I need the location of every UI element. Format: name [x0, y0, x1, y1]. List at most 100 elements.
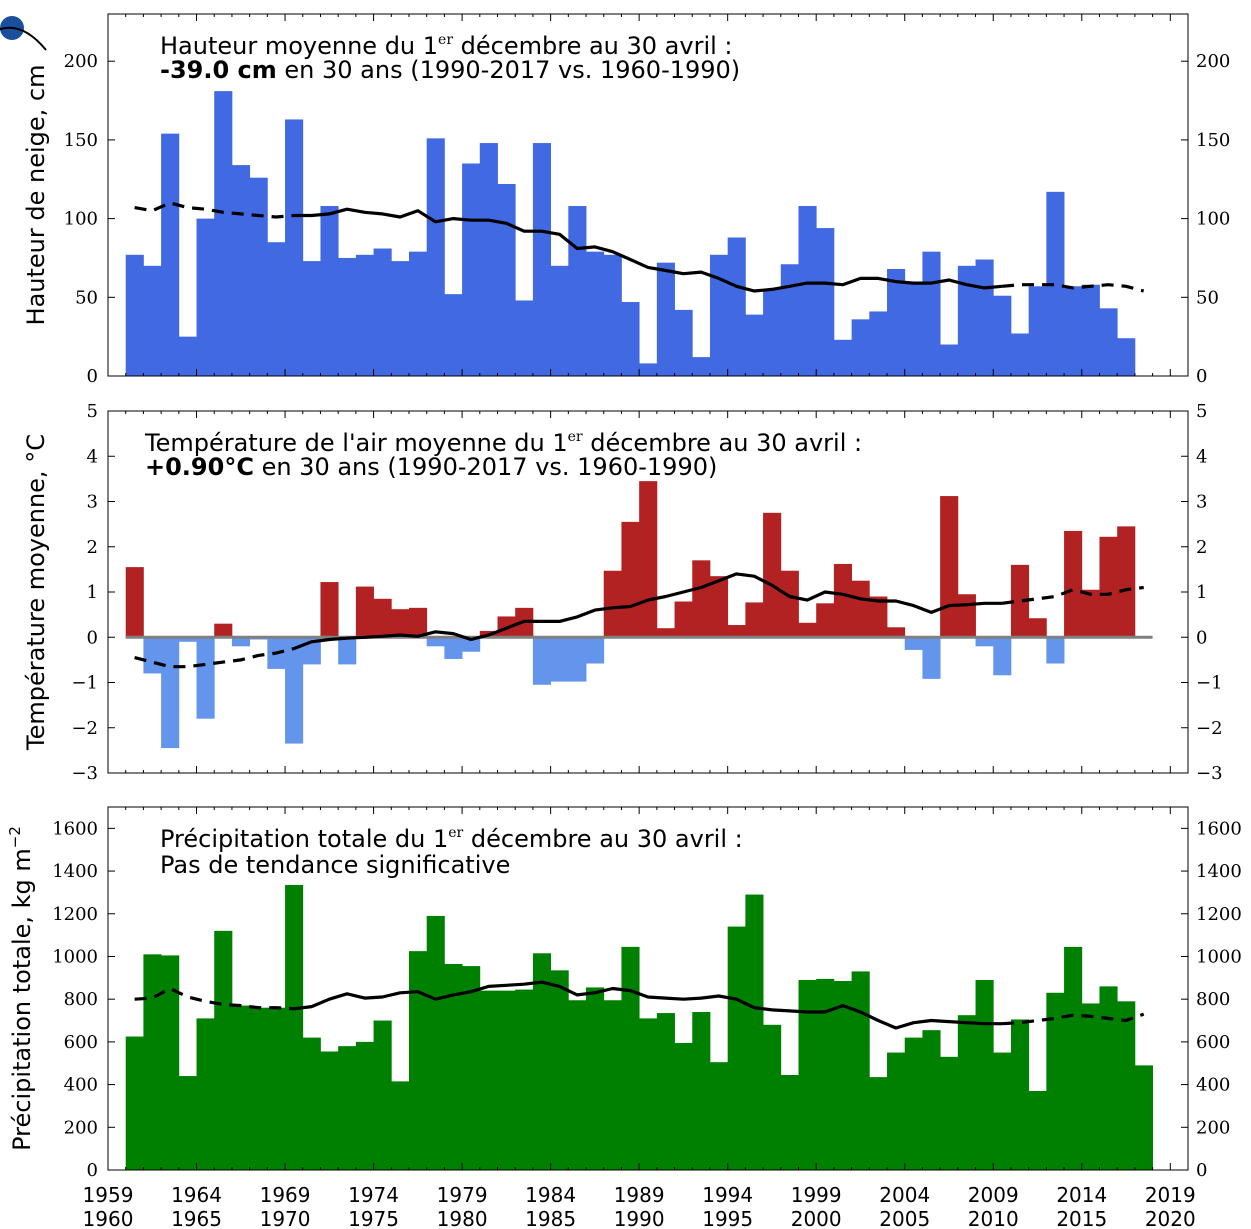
bar — [355, 1041, 374, 1170]
bar — [745, 602, 764, 638]
bar — [1081, 284, 1100, 376]
x-tick-label-top: 2019 — [1145, 1183, 1196, 1207]
bar — [320, 1051, 339, 1170]
bar — [816, 603, 835, 638]
y-tick-label: 150 — [64, 130, 98, 151]
y-tick-label: 0 — [87, 627, 98, 648]
bar — [780, 264, 799, 376]
y-axis-label-sup: −2 — [6, 826, 24, 848]
logo-icon — [0, 16, 47, 51]
bar — [550, 970, 569, 1170]
bar — [1064, 286, 1083, 376]
bar — [1046, 191, 1065, 376]
bar — [479, 990, 498, 1170]
bar — [639, 363, 658, 376]
x-tick-label-bottom: 1965 — [171, 1207, 222, 1229]
bar — [1099, 536, 1118, 638]
bar — [532, 637, 552, 685]
y-tick-label: 1400 — [52, 861, 98, 882]
bar — [975, 259, 994, 376]
x-tick-label-bottom: 1985 — [525, 1207, 576, 1229]
bar — [692, 357, 711, 376]
bar — [887, 1052, 906, 1170]
bar — [993, 637, 1012, 676]
panel-1: 0 0 50 50 100 100 150 150 200 200 Hauteur de neige… — [22, 13, 1230, 387]
y-tick-label: 200 — [1196, 51, 1230, 72]
bar — [249, 1007, 268, 1170]
y-tick-label: 0 — [87, 366, 98, 387]
y-tick-label: 0 — [1196, 1160, 1207, 1181]
y-tick-label: 2 — [1196, 537, 1207, 558]
x-tick-label-top: 2009 — [968, 1183, 1019, 1207]
bar — [214, 623, 233, 638]
panel-3: 0 0 200 200 400 400 600 600 800 800 1000 1000 1200 12… — [6, 806, 1242, 1181]
bar — [993, 295, 1012, 376]
x-tick-label-bottom: 1975 — [348, 1207, 399, 1229]
x-tick-label-top: 1999 — [791, 1183, 842, 1207]
bar — [709, 254, 729, 376]
bar — [709, 576, 729, 638]
bar — [302, 261, 321, 376]
y-tick-label: 100 — [1196, 209, 1230, 230]
bar — [833, 981, 853, 1170]
y-tick-label: 400 — [64, 1075, 98, 1096]
bar — [1064, 946, 1083, 1170]
bar — [249, 177, 268, 376]
bar — [957, 594, 976, 638]
logo — [0, 6, 48, 71]
bar — [373, 248, 392, 376]
y-axis-label: Hauteur de neige, cm — [22, 65, 50, 326]
y-tick-label: 800 — [64, 989, 98, 1010]
bar — [1028, 286, 1047, 376]
y-tick-label: −3 — [71, 763, 98, 784]
bar — [674, 1042, 693, 1170]
bar — [621, 521, 640, 638]
bar — [320, 582, 339, 638]
annotation-value: +0.90°C — [145, 453, 254, 481]
annotation-line1-end: décembre au 30 avril : — [583, 429, 862, 457]
y-tick-label: 200 — [64, 51, 98, 72]
bar — [1010, 1019, 1030, 1170]
annotation-line2: +0.90°C en 30 ans (1990-2017 vs. 1960-19… — [145, 453, 717, 481]
bar — [727, 926, 746, 1170]
bar — [869, 1077, 888, 1170]
annotation-line1: Précipitation totale du 1er décembre au … — [160, 825, 743, 853]
bar — [709, 1062, 729, 1170]
y-tick-label: 4 — [87, 446, 98, 467]
bar — [161, 133, 180, 376]
bar — [426, 637, 445, 647]
x-tick-label-bottom: 1980 — [437, 1207, 488, 1229]
y-tick-label: 200 — [1196, 1117, 1230, 1138]
bar — [603, 254, 622, 376]
bar — [1046, 637, 1065, 664]
bars — [125, 884, 1153, 1170]
y-tick-label: 600 — [64, 1032, 98, 1053]
x-tick-label-bottom: 1960 — [83, 1207, 134, 1229]
bar — [426, 138, 445, 376]
bar — [515, 300, 534, 376]
bar — [338, 1046, 357, 1170]
bar — [869, 311, 888, 376]
bar — [196, 218, 215, 376]
trend-line-dashed-start — [134, 647, 295, 669]
bar — [355, 254, 374, 376]
bar — [957, 265, 976, 376]
y-tick-label: 150 — [1196, 130, 1230, 151]
trend-line-solid — [293, 980, 1003, 1030]
bar — [320, 206, 339, 376]
y-tick-label: 800 — [1196, 989, 1230, 1010]
bar — [1010, 333, 1030, 376]
annotation-text: en 30 ans (1990-2017 vs. 1960-1990) — [277, 56, 740, 84]
bar — [656, 1013, 675, 1170]
y-tick-label: −1 — [71, 673, 98, 694]
y-tick-label: 1600 — [1196, 818, 1242, 839]
bar — [692, 1011, 711, 1170]
y-tick-label: −2 — [71, 718, 98, 739]
bar — [1117, 526, 1136, 638]
bar — [231, 1005, 251, 1170]
bar — [922, 251, 941, 376]
x-tick-label-top: 1959 — [83, 1183, 134, 1207]
bar — [1081, 589, 1100, 638]
bar — [727, 237, 746, 376]
y-axis-label: Précipitation totale, kg m−2 — [6, 826, 36, 1151]
